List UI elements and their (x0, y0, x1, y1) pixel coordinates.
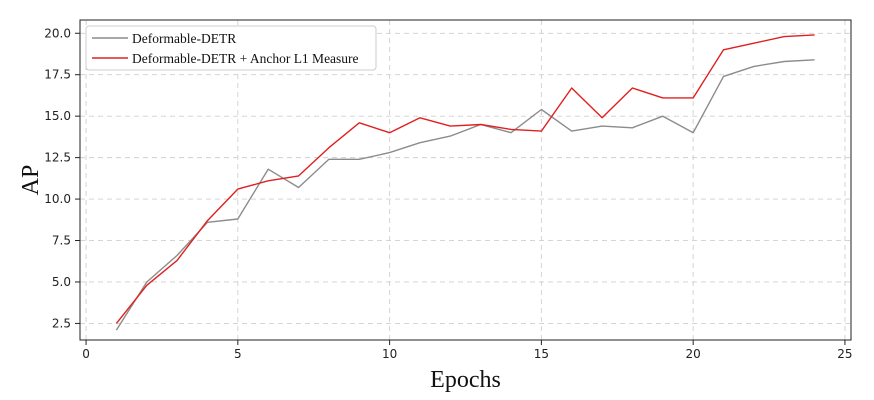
y-tick-label: 17.5 (44, 68, 71, 82)
y-tick-label: 15.0 (44, 109, 71, 123)
series-line-deformable-detr (115, 59, 815, 331)
x-tick-label: 5 (234, 347, 242, 361)
plot-frame (79, 19, 852, 341)
series-lines (115, 34, 815, 331)
x-tick-label: 0 (82, 347, 90, 361)
y-tick-label: 5.0 (52, 275, 71, 289)
grid (80, 20, 851, 340)
legend-entry-anchor-l1: Deformable-DETR + Anchor L1 Measure (132, 51, 359, 66)
y-tick-label: 12.5 (44, 151, 71, 165)
x-tick-label: 10 (382, 347, 397, 361)
x-tick-label: 20 (686, 347, 701, 361)
legend-box (85, 25, 377, 71)
legend-entry-deformable-detr: Deformable-DETR (132, 31, 236, 46)
series-line-anchor-l1 (115, 34, 815, 324)
y-tick-label: 10.0 (44, 192, 71, 206)
x-tick-label: 25 (837, 347, 852, 361)
x-tick-label: 15 (534, 347, 549, 361)
axis-ticks: 0 5 10 15 20 25 2.5 5.0 7.5 10.0 12.5 15.0 17.5 20.0 (44, 26, 852, 361)
y-tick-label: 20.0 (44, 26, 71, 40)
y-axis-title: AP (18, 165, 44, 196)
y-tick-label: 2.5 (52, 316, 71, 330)
legend: Deformable-DETR Deformable-DETR + Anchor… (85, 25, 377, 71)
x-axis-title: Epochs (430, 367, 501, 393)
y-tick-label: 7.5 (52, 234, 71, 248)
